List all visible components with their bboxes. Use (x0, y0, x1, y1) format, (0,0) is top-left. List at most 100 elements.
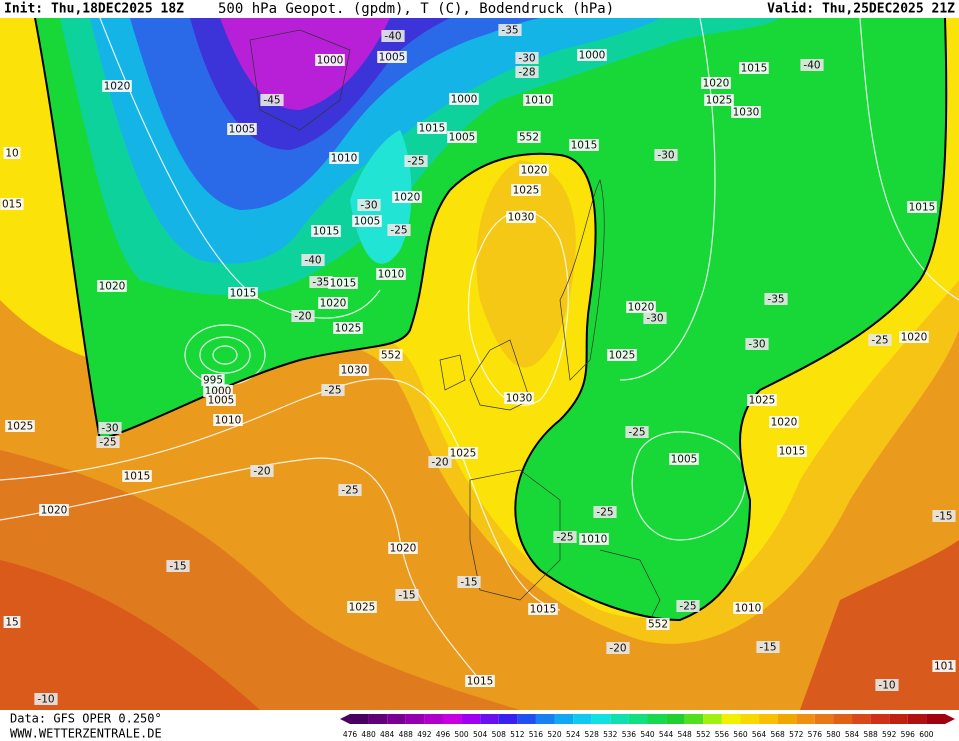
pressure-label: 1015 (419, 123, 446, 135)
scale-label: 528 (585, 730, 600, 739)
scale-label: 476 (343, 730, 358, 739)
label-box (417, 122, 447, 134)
pressure-label: 1015 (909, 202, 936, 214)
scale-swatch (368, 714, 388, 724)
pressure-label: 1000 (579, 50, 606, 62)
pressure-label: 1010 (215, 415, 242, 427)
temperature-label: -15 (759, 642, 776, 654)
pressure-label: 1030 (733, 107, 760, 119)
label-box (347, 601, 377, 613)
temperature-label: -25 (596, 507, 613, 519)
temperature-label: -25 (679, 601, 696, 613)
scale-label: 524 (566, 730, 581, 739)
scale-label: 576 (808, 730, 823, 739)
temperature-label: -25 (390, 225, 407, 237)
scale-label: 504 (473, 730, 488, 739)
pressure-label: 015 (2, 199, 22, 211)
header-bar (0, 0, 959, 18)
label-box (704, 94, 734, 106)
warm-core (0, 560, 260, 710)
label-box (504, 392, 534, 404)
pressure-label: 1015 (313, 226, 340, 238)
label-box (764, 293, 788, 305)
label-box (511, 184, 541, 196)
scale-swatch (647, 714, 667, 724)
label-box (388, 542, 418, 554)
label-box (769, 416, 799, 428)
temperature-label: -25 (324, 385, 341, 397)
label-box (515, 66, 539, 78)
temperature-label: -25 (341, 485, 358, 497)
label-box (404, 155, 428, 167)
warm-field-east (800, 540, 959, 710)
label-box (777, 445, 807, 457)
label-box (626, 301, 656, 313)
label-box (643, 312, 667, 324)
data-source: Data: GFS OPER 0.250° (10, 712, 162, 726)
pressure-label: 1030 (508, 212, 535, 224)
label-box (0, 198, 24, 210)
scale-swatch (387, 714, 406, 724)
temperature-label: -25 (99, 437, 116, 449)
scale-label: 532 (603, 730, 618, 739)
label-box (800, 59, 824, 71)
scale-label: 496 (436, 730, 451, 739)
pressure-label: 1020 (390, 543, 417, 555)
pressure-label: 1005 (379, 52, 406, 64)
scale-label: 536 (622, 730, 637, 739)
label-box (739, 62, 769, 74)
pressure-label: 1020 (320, 298, 347, 310)
pressure-label: 1015 (124, 471, 151, 483)
label-box (932, 660, 956, 672)
scale-label: 480 (361, 730, 376, 739)
scale-label: 520 (547, 730, 562, 739)
label-box (528, 603, 558, 615)
pressure-label: 1010 (735, 603, 762, 615)
pressure-label: 1010 (525, 95, 552, 107)
scale-swatch (573, 714, 592, 724)
pressure-label: 1005 (449, 132, 476, 144)
label-box (98, 422, 122, 434)
pressure-label: 1020 (901, 332, 928, 344)
scale-swatch (535, 714, 555, 724)
scale-swatch (684, 714, 704, 724)
label-box (932, 510, 956, 522)
purple-field (220, 18, 390, 110)
pressure-label: 1005 (671, 454, 698, 466)
scale-arrow-left (340, 714, 350, 724)
pressure-label: 1025 (349, 602, 376, 614)
temperature-label: -40 (304, 255, 321, 267)
label-box (579, 533, 609, 545)
scale-swatch (833, 714, 853, 724)
scale-swatch (517, 714, 536, 724)
scale-swatch (889, 714, 908, 724)
label-box (756, 641, 780, 653)
coastlines (249, 29, 661, 621)
scale-label: 492 (417, 730, 432, 739)
label-box (379, 349, 403, 361)
label-box (376, 268, 406, 280)
label-box (392, 191, 422, 203)
scale-swatch (814, 714, 834, 724)
temperature-label: -30 (657, 150, 674, 162)
pressure-label: 1020 (104, 81, 131, 93)
pressure-label: 1005 (354, 216, 381, 228)
label-box (701, 77, 731, 89)
label-box (311, 225, 341, 237)
scale-swatch (703, 714, 722, 724)
label-box (428, 456, 452, 468)
label-box (607, 349, 637, 361)
pressure-label: 1025 (335, 323, 362, 335)
pressure-label: 1025 (450, 448, 477, 460)
scale-label: 552 (696, 730, 711, 739)
pressure-label: 1015 (571, 140, 598, 152)
label-box (523, 94, 553, 106)
pressure-label: 1025 (7, 421, 34, 433)
scale-label: 600 (919, 730, 934, 739)
label-box (5, 420, 35, 432)
label-box (654, 149, 678, 161)
label-box (228, 287, 258, 299)
label-box (357, 199, 381, 211)
label-box (519, 164, 549, 176)
